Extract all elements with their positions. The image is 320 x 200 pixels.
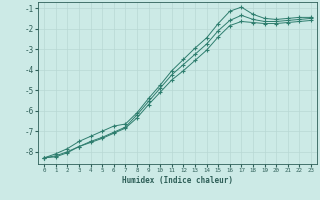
X-axis label: Humidex (Indice chaleur): Humidex (Indice chaleur) [122,176,233,185]
